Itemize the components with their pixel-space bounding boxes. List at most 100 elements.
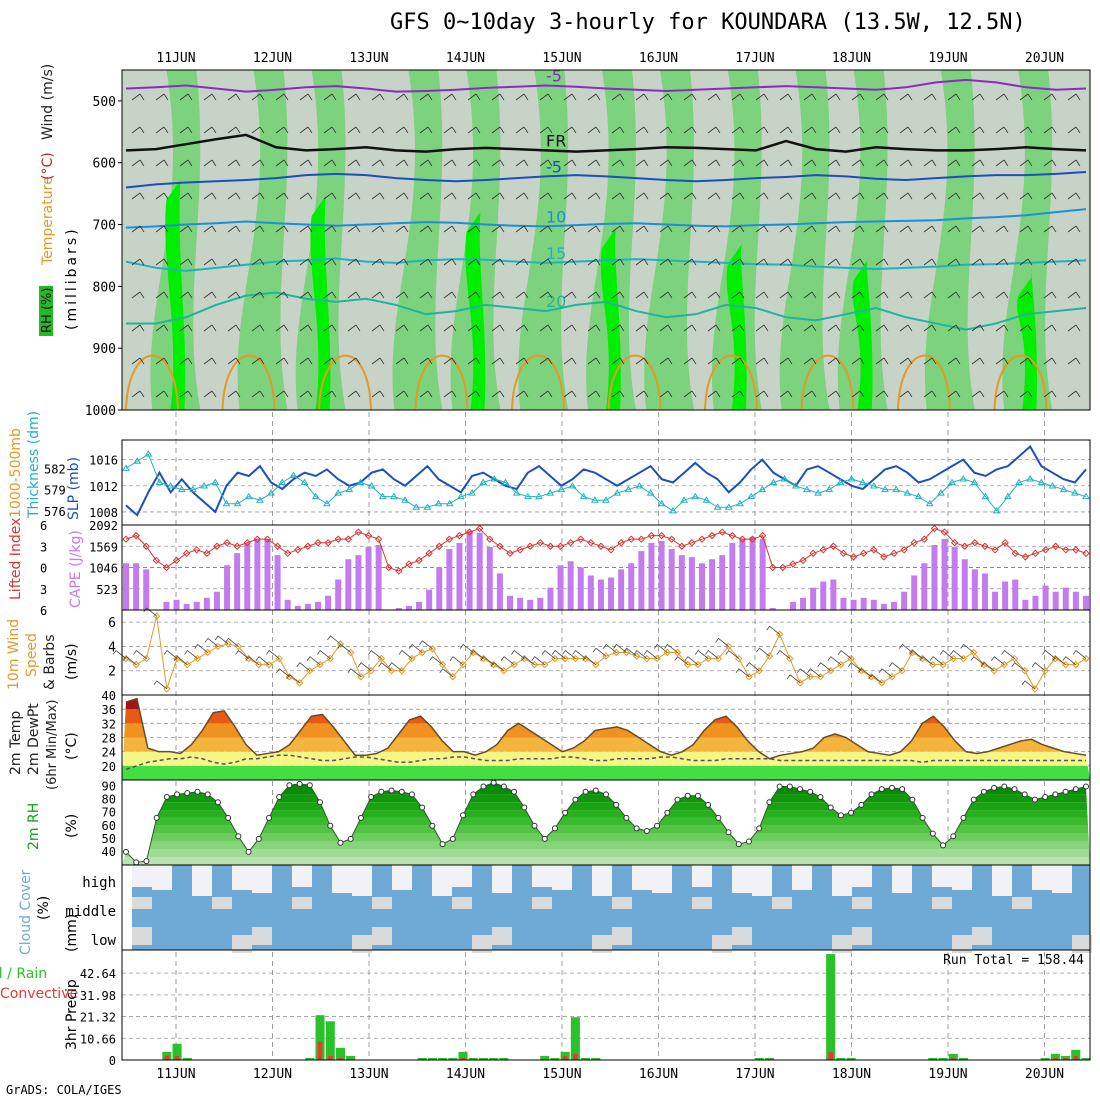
p1-wind-barb	[275, 192, 289, 200]
p4-speed-point	[724, 642, 733, 651]
p1-wind-barb	[899, 93, 913, 101]
p2-series-line-1	[125, 453, 1087, 512]
p2-thickness-point	[445, 499, 454, 507]
p4-barb	[521, 656, 535, 665]
p1-wind-barb	[755, 159, 769, 167]
p4-barb	[847, 662, 862, 672]
p1-wind-barb	[947, 324, 961, 332]
p4-ytick: 6	[108, 616, 116, 631]
p2-thickness-point	[970, 478, 979, 485]
p1-wind-barb	[395, 93, 409, 101]
p3-cape-bar	[719, 555, 726, 610]
p3-cape-bar	[759, 538, 766, 610]
p1-wind-barb	[227, 192, 241, 200]
p1-wind-barb	[779, 192, 793, 200]
p6-rh-point	[1083, 783, 1089, 790]
p1-wind-barb	[731, 258, 745, 266]
p1-wind-barb	[899, 291, 913, 299]
p3-cape-bar	[486, 547, 493, 610]
p3-cape-bar	[213, 591, 220, 610]
p1-wind-barb	[203, 324, 217, 332]
p5-band-0	[122, 765, 1090, 780]
p6-rh-point	[888, 784, 895, 791]
p3-cape-bar	[123, 563, 129, 610]
p1-ytick-label: 500	[93, 95, 116, 110]
p3-cape-bar	[476, 532, 483, 610]
p4-barb	[163, 650, 178, 659]
p1-field: -5 FR -5 10 15 20	[122, 70, 1090, 410]
p1-wind-barb	[323, 225, 337, 233]
p3-li-point	[758, 531, 767, 540]
p5-ytick: 28	[102, 732, 116, 746]
p7-low-cell	[352, 935, 372, 953]
p6-rh-point	[837, 812, 844, 819]
p1-wind-barb	[299, 192, 313, 200]
p3-cape-bar	[789, 601, 796, 610]
p1-wind-barb	[803, 225, 817, 233]
p1-wind-barb	[1043, 192, 1057, 200]
p3-li-point	[536, 539, 545, 547]
p1-wind-barb	[395, 192, 409, 200]
p2-right-tick: 1016	[89, 454, 118, 468]
p4-barb	[459, 643, 474, 653]
p1-wind-barb	[467, 291, 481, 299]
p3-li-point	[950, 539, 959, 547]
p4-barb	[705, 650, 719, 659]
p3-li-point	[445, 535, 454, 543]
p6-rh-point	[439, 841, 446, 848]
p2-thickness-point	[390, 492, 398, 500]
p3-li-point	[819, 546, 827, 554]
p1-wind-barb	[707, 258, 721, 266]
p6-rh-point	[265, 814, 272, 821]
p7-low-cell	[732, 927, 752, 945]
p3-left-tick: 6	[40, 519, 47, 533]
p6-rh-point	[572, 796, 579, 803]
p3-li-point	[779, 563, 787, 572]
p3-li-point	[981, 542, 989, 550]
p1-isotherm-3	[125, 208, 1087, 229]
p6-rh-point	[654, 822, 661, 829]
p3-li-point	[455, 531, 464, 540]
p1-wind-barb	[899, 159, 913, 167]
p8-total-bar	[948, 1053, 958, 1060]
p1-wind-barb	[347, 324, 361, 332]
p1-wind-barb	[635, 225, 649, 233]
p1-wind-barb	[1067, 291, 1081, 299]
p2-thickness-point	[814, 489, 822, 496]
p7-low-cell	[712, 935, 732, 953]
p2-thickness-point	[1026, 474, 1035, 482]
p7-high-cell	[732, 865, 752, 893]
top-day-label: 13JUN	[349, 51, 388, 66]
p3-li-point	[243, 539, 251, 547]
p1-wind-barb	[371, 291, 385, 299]
p3-li-point	[607, 546, 615, 554]
p1-wind-barb	[731, 126, 745, 134]
p1-wind-barb	[875, 159, 889, 167]
p1-wind-barb	[995, 192, 1009, 200]
p6-band-0	[122, 857, 1090, 865]
p8-total-bar	[458, 1051, 468, 1060]
p1-wind-barb	[1043, 324, 1057, 332]
p1-wind-barb	[1043, 357, 1057, 365]
p8-convective-bar	[164, 1055, 170, 1060]
p1-wind-barb	[1019, 258, 1033, 266]
p1-isotherm-label-2: -5	[546, 157, 562, 176]
p1-wind-barb	[1067, 93, 1081, 101]
p1-wind-barb	[467, 126, 481, 134]
p1-wind-barb	[539, 258, 553, 266]
p8-total-bar	[468, 1057, 478, 1060]
p2-thickness-point	[434, 499, 443, 507]
p3-cape-bar	[931, 544, 938, 610]
p1-wind-barb	[347, 126, 361, 134]
p4-barb	[837, 650, 852, 659]
p3-li-point	[1062, 546, 1070, 554]
p1-wind-barb	[491, 390, 505, 398]
p6-rh-point	[408, 791, 415, 798]
p6-rh-point	[1011, 786, 1018, 793]
p7-high-cell	[832, 865, 852, 896]
p3-li-point	[890, 549, 898, 558]
p2-thickness-point	[1059, 485, 1068, 493]
p2-thickness-point	[613, 489, 622, 496]
p1-wind-barb	[539, 192, 553, 200]
p2-thickness-point	[925, 499, 934, 507]
